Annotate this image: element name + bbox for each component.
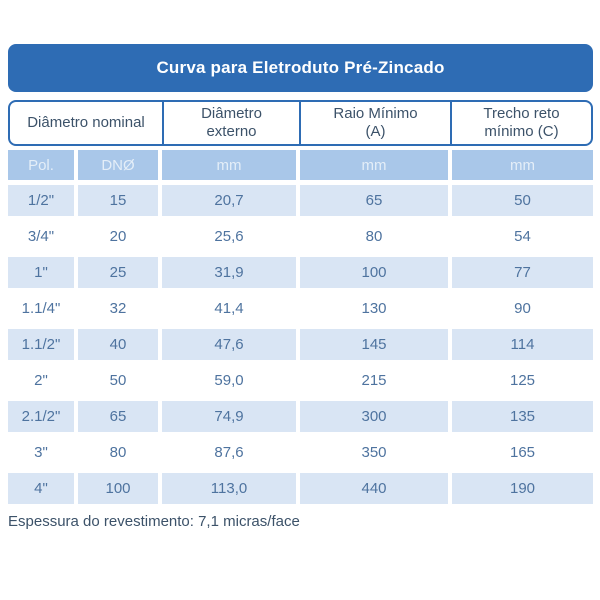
column-header-row: Diâmetro nominal Diâmetro externo Raio M… [8, 100, 593, 146]
table-cell: 32 [78, 293, 158, 324]
table-cell: 100 [300, 257, 448, 288]
footer-note: Espessura do revestimento: 7,1 micras/fa… [8, 513, 300, 530]
table-cell: 350 [300, 437, 448, 468]
table-cell: 47,6 [162, 329, 296, 360]
table-cell: 80 [300, 221, 448, 252]
table-cell: 2.1/2" [8, 401, 74, 432]
table-cell: 2" [8, 365, 74, 396]
unit-subheader-row: Pol. DNØ mm mm mm [8, 150, 593, 180]
table-cell: 50 [452, 185, 593, 216]
table-cell: 190 [452, 473, 593, 504]
table-row: 1.1/4" 32 41,4 130 90 [8, 293, 593, 324]
table-cell: 215 [300, 365, 448, 396]
table-cell: 1.1/4" [8, 293, 74, 324]
table-row: 4" 100 113,0 440 190 [8, 473, 593, 504]
table-cell: 113,0 [162, 473, 296, 504]
table-cell: 74,9 [162, 401, 296, 432]
table-cell: 90 [452, 293, 593, 324]
table-cell: 80 [78, 437, 158, 468]
subheader-unit-mm-trecho: mm [452, 150, 593, 180]
table-cell: 114 [452, 329, 593, 360]
table-cell: 25 [78, 257, 158, 288]
table-row: 2" 50 59,0 215 125 [8, 365, 593, 396]
table-cell: 65 [78, 401, 158, 432]
subheader-unit-mm-externo: mm [162, 150, 296, 180]
table-row: 2.1/2" 65 74,9 300 135 [8, 401, 593, 432]
table-row: 1.1/2" 40 47,6 145 114 [8, 329, 593, 360]
table-cell: 50 [78, 365, 158, 396]
table-title-bar: Curva para Eletroduto Pré-Zincado [8, 44, 593, 92]
column-header-trecho-reto: Trecho reto mínimo (C) [450, 102, 591, 144]
table-cell: 41,4 [162, 293, 296, 324]
table-cell: 4" [8, 473, 74, 504]
table-cell: 20,7 [162, 185, 296, 216]
table-cell: 3/4" [8, 221, 74, 252]
table-cell: 59,0 [162, 365, 296, 396]
spec-table: Curva para Eletroduto Pré-Zincado Diâmet… [8, 44, 593, 530]
table-cell: 87,6 [162, 437, 296, 468]
column-header-raio-minimo: Raio Mínimo (A) [299, 102, 450, 144]
table-cell: 3" [8, 437, 74, 468]
table-cell: 135 [452, 401, 593, 432]
subheader-unit-mm-raio: mm [300, 150, 448, 180]
table-row: 3" 80 87,6 350 165 [8, 437, 593, 468]
table-cell: 440 [300, 473, 448, 504]
column-header-diametro-nominal: Diâmetro nominal [27, 114, 145, 131]
table-cell: 100 [78, 473, 158, 504]
subheader-unit-dn: DNØ [78, 150, 158, 180]
table-cell: 165 [452, 437, 593, 468]
column-header-diametro-externo: Diâmetro externo [162, 102, 299, 144]
table-cell: 20 [78, 221, 158, 252]
table-cell: 40 [78, 329, 158, 360]
table-cell: 1.1/2" [8, 329, 74, 360]
table-cell: 300 [300, 401, 448, 432]
table-cell: 15 [78, 185, 158, 216]
table-cell: 1" [8, 257, 74, 288]
table-row: 3/4" 20 25,6 80 54 [8, 221, 593, 252]
table-cell: 54 [452, 221, 593, 252]
table-body: 1/2" 15 20,7 65 50 3/4" 20 25,6 80 54 1" 25 31,9 100 7… [8, 185, 593, 504]
table-cell: 130 [300, 293, 448, 324]
table-row: 1" 25 31,9 100 77 [8, 257, 593, 288]
table-cell: 145 [300, 329, 448, 360]
subheader-unit-pol: Pol. [8, 150, 74, 180]
table-row: 1/2" 15 20,7 65 50 [8, 185, 593, 216]
table-cell: 125 [452, 365, 593, 396]
table-cell: 65 [300, 185, 448, 216]
table-title: Curva para Eletroduto Pré-Zincado [156, 58, 445, 77]
table-cell: 31,9 [162, 257, 296, 288]
table-cell: 1/2" [8, 185, 74, 216]
table-cell: 25,6 [162, 221, 296, 252]
table-cell: 77 [452, 257, 593, 288]
